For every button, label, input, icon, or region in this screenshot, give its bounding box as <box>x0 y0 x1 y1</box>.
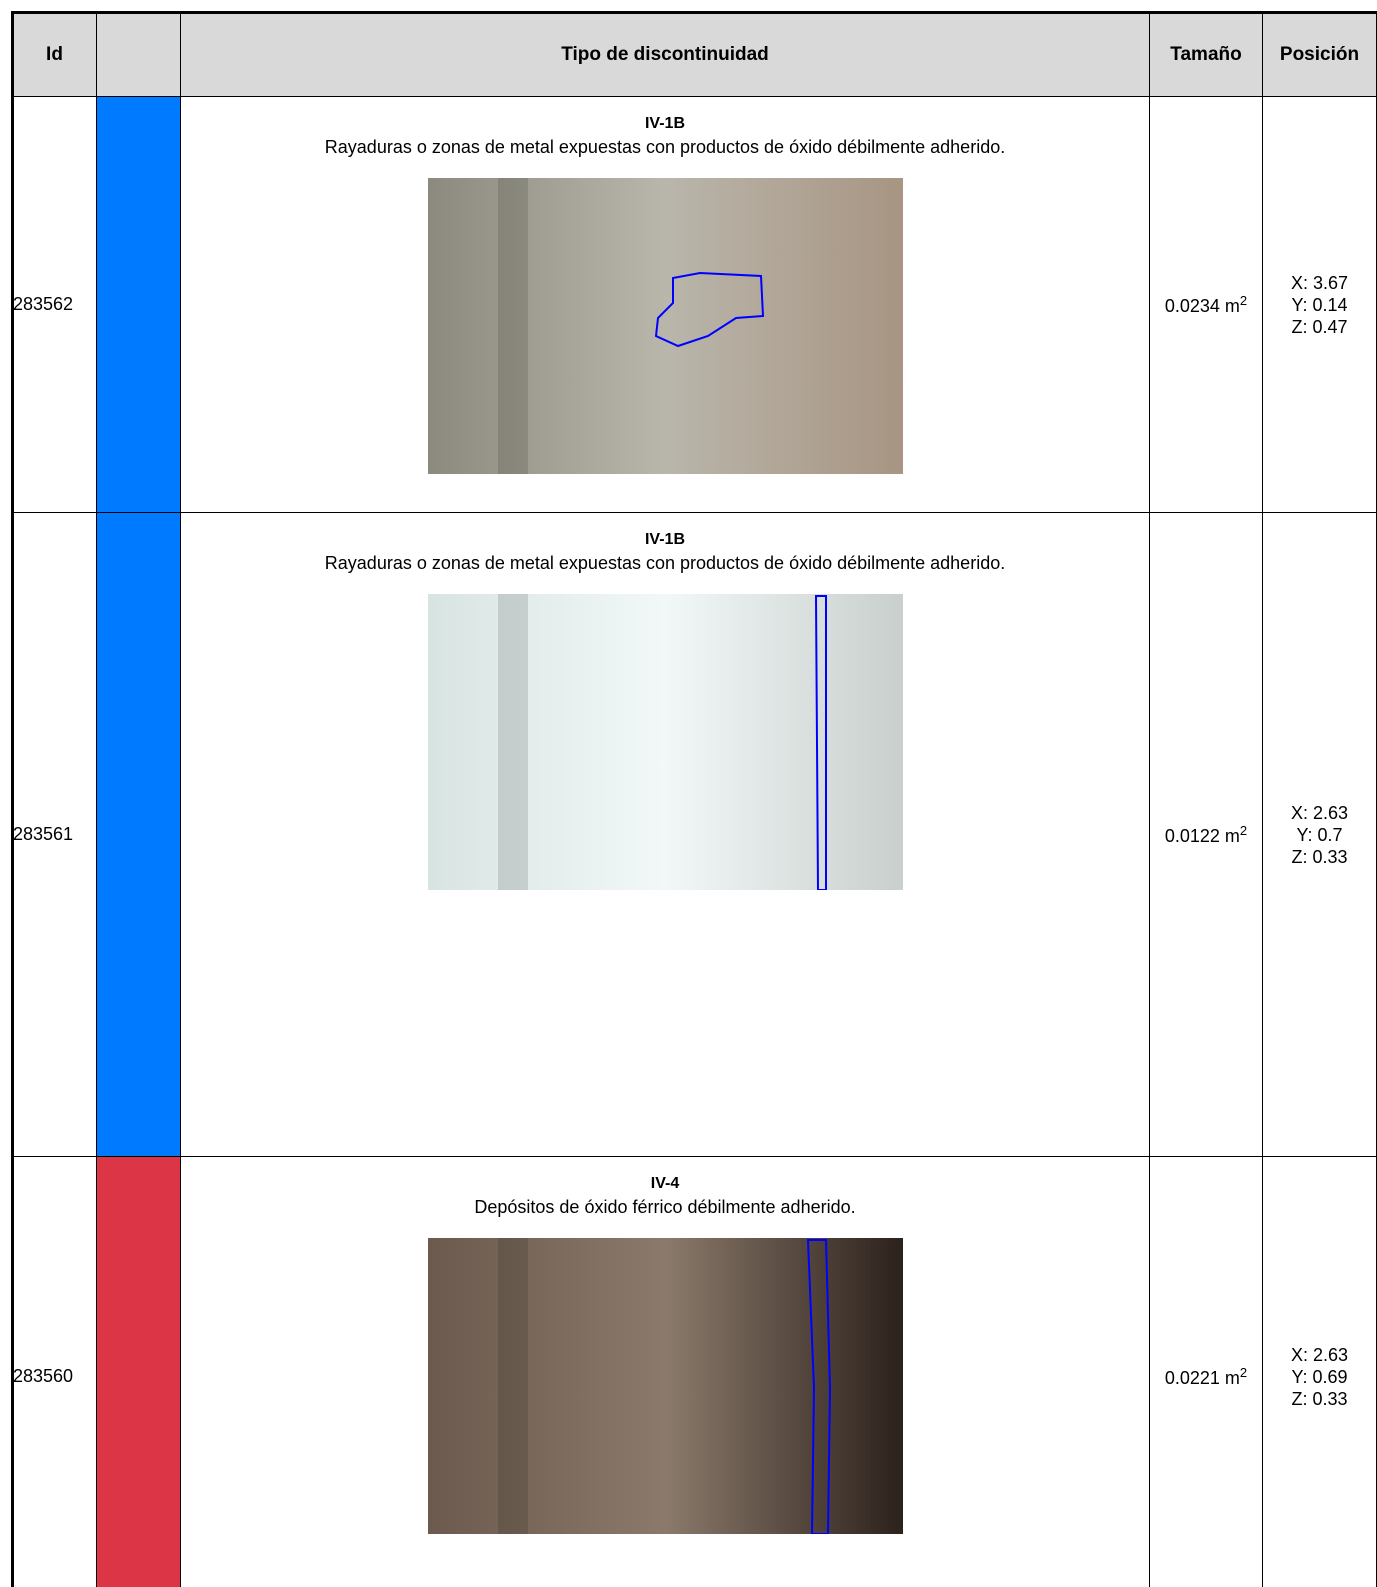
type-cell: IV-1B Rayaduras o zonas de metal expuesta… <box>181 513 1150 1157</box>
position-line: Z: 0.47 <box>1291 316 1348 337</box>
position-line: X: 2.63 <box>1290 1344 1349 1365</box>
color-cell <box>97 1157 181 1587</box>
id-cell: 283561 <box>13 513 97 1157</box>
header-id: Id <box>13 13 97 97</box>
description: Rayaduras o zonas de metal expuestas con… <box>324 553 1006 573</box>
position-line: X: 3.67 <box>1290 272 1349 293</box>
position-cell: X: 2.63 Y: 0.7 Z: 0.33 <box>1263 513 1377 1157</box>
size-cell: 0.0122 m2 <box>1150 513 1263 1157</box>
photo-bg <box>427 594 903 890</box>
position-line: Y: 0.14 <box>1291 294 1348 315</box>
position-line: Y: 0.69 <box>1291 1366 1348 1387</box>
code: IV-1B <box>644 115 685 132</box>
description: Depósitos de óxido férrico débilmente ad… <box>474 1197 856 1217</box>
position-cell: X: 2.63 Y: 0.69 Z: 0.33 <box>1263 1157 1377 1587</box>
photo <box>427 594 903 890</box>
beam <box>497 178 528 474</box>
photo <box>427 1238 903 1534</box>
type-cell: IV-4 Depósitos de óxido férrico débilment… <box>181 1157 1150 1587</box>
photo-bg <box>427 178 903 474</box>
size-cell: 0.0234 m2 <box>1150 97 1263 513</box>
size-exponent: 2 <box>1239 822 1248 838</box>
size-exponent: 2 <box>1239 1364 1248 1380</box>
code: IV-1B <box>644 531 685 548</box>
defect-outline <box>814 595 827 890</box>
position-line: X: 2.63 <box>1290 802 1349 823</box>
header-color <box>97 13 181 97</box>
color-cell <box>97 97 181 513</box>
id: 283562 <box>13 294 74 314</box>
header-type: Tipo de discontinuidad <box>181 13 1150 97</box>
photo <box>427 178 903 474</box>
position-line: Y: 0.7 <box>1296 824 1343 845</box>
id: 283561 <box>13 824 74 844</box>
size-value: 0.0122 m <box>1164 825 1240 846</box>
code: IV-4 <box>650 1175 680 1192</box>
id-cell: 283560 <box>13 1157 97 1587</box>
defect-outline <box>806 1239 831 1534</box>
description: Rayaduras o zonas de metal expuestas con… <box>324 137 1006 157</box>
position-line: Z: 0.33 <box>1291 1388 1348 1409</box>
size: 0.0122 m2 <box>1165 823 1247 847</box>
size-cell: 0.0221 m2 <box>1150 1157 1263 1587</box>
type-cell: IV-1B Rayaduras o zonas de metal expuesta… <box>181 97 1150 513</box>
id-cell: 283562 <box>13 97 97 513</box>
position-cell: X: 3.67 Y: 0.14 Z: 0.47 <box>1263 97 1377 513</box>
defect-outline <box>654 271 764 348</box>
size: 0.0221 m2 <box>1165 1365 1247 1389</box>
photo-bg <box>427 1238 903 1534</box>
size: 0.0234 m2 <box>1165 293 1247 317</box>
size-value: 0.0221 m <box>1164 1367 1240 1388</box>
header-size: Tamaño <box>1150 13 1263 97</box>
size-exponent: 2 <box>1239 292 1248 308</box>
beam <box>497 1238 528 1534</box>
size-value: 0.0234 m <box>1164 295 1240 316</box>
position-line: Z: 0.33 <box>1291 846 1348 867</box>
beam <box>497 594 528 890</box>
header-position: Posición <box>1263 13 1377 97</box>
color-cell <box>97 513 181 1157</box>
id: 283560 <box>13 1366 74 1386</box>
